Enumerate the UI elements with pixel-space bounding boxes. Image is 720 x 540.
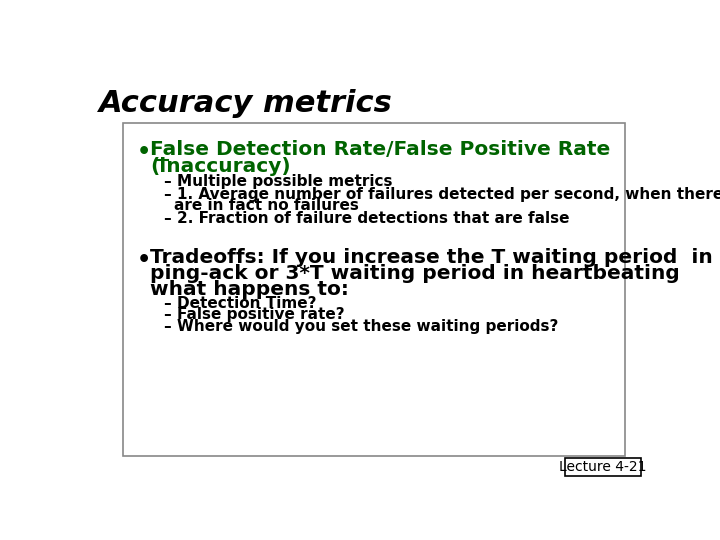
Text: – 2. Fraction of failure detections that are false: – 2. Fraction of failure detections that… [164,211,570,226]
Text: – Multiple possible metrics: – Multiple possible metrics [164,174,393,189]
Text: – Where would you set these waiting periods?: – Where would you set these waiting peri… [164,319,559,334]
Text: ping-ack or 3*T waiting period in heartbeating: ping-ack or 3*T waiting period in heartb… [150,264,680,283]
Text: – False positive rate?: – False positive rate? [164,307,345,322]
Text: what happens to:: what happens to: [150,280,349,299]
Text: •: • [137,142,150,162]
FancyBboxPatch shape [565,457,641,476]
Text: •: • [137,249,150,269]
Text: Accuracy metrics: Accuracy metrics [99,90,393,118]
Text: are in fact no failures: are in fact no failures [174,198,359,213]
Text: Lecture 4-21: Lecture 4-21 [559,460,647,474]
FancyBboxPatch shape [122,123,625,456]
Text: – 1. Average number of failures detected per second, when there: – 1. Average number of failures detected… [164,187,720,202]
Text: (inaccuracy): (inaccuracy) [150,157,291,176]
Text: False Detection Rate/False Positive Rate: False Detection Rate/False Positive Rate [150,140,611,159]
Text: – Detection Time?: – Detection Time? [164,296,317,311]
Text: Tradeoffs: If you increase the T waiting period  in: Tradeoffs: If you increase the T waiting… [150,248,714,267]
